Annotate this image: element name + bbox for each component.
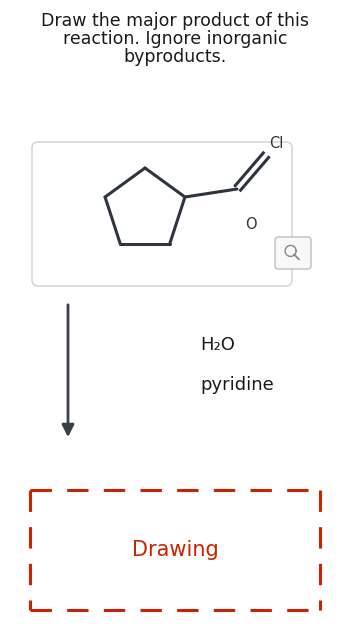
Text: O: O <box>245 217 257 232</box>
Text: H₂O: H₂O <box>200 336 235 354</box>
Text: Cl: Cl <box>269 136 283 151</box>
Text: reaction. Ignore inorganic: reaction. Ignore inorganic <box>63 30 287 48</box>
Text: pyridine: pyridine <box>200 376 274 394</box>
Text: Drawing: Drawing <box>132 540 218 560</box>
Text: byproducts.: byproducts. <box>123 48 227 66</box>
Text: Draw the major product of this: Draw the major product of this <box>41 12 309 30</box>
FancyBboxPatch shape <box>32 142 292 286</box>
FancyBboxPatch shape <box>275 237 311 269</box>
